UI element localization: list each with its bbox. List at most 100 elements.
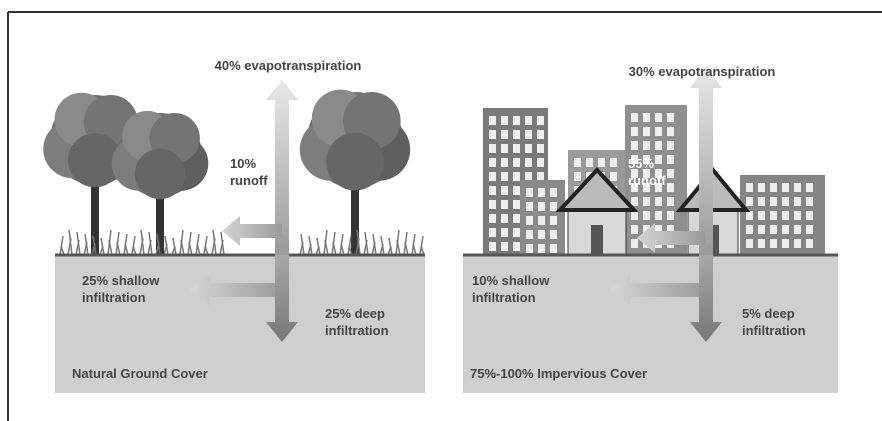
window xyxy=(667,183,674,192)
window xyxy=(501,116,508,125)
window xyxy=(746,225,753,234)
window xyxy=(489,186,496,195)
window xyxy=(537,130,544,139)
window xyxy=(631,141,638,150)
window xyxy=(489,144,496,153)
caption: Natural Ground Cover xyxy=(72,366,208,381)
window xyxy=(526,202,533,211)
window xyxy=(782,239,789,248)
window xyxy=(513,186,520,195)
label-line: runoff xyxy=(230,173,268,188)
window xyxy=(794,225,801,234)
window xyxy=(667,141,674,150)
window xyxy=(550,244,557,253)
window xyxy=(643,197,650,206)
window xyxy=(631,225,638,234)
label-line: 25% deep xyxy=(325,306,385,321)
window xyxy=(538,216,545,225)
window xyxy=(501,158,508,167)
window xyxy=(525,130,532,139)
window xyxy=(758,211,765,220)
runoff-label: 10% runoff xyxy=(230,156,268,188)
window xyxy=(770,197,777,206)
door xyxy=(591,225,603,255)
window xyxy=(537,116,544,125)
window xyxy=(770,183,777,192)
window xyxy=(538,230,545,239)
window xyxy=(610,158,617,167)
window xyxy=(538,188,545,197)
window xyxy=(537,172,544,181)
window xyxy=(806,211,813,220)
window xyxy=(525,144,532,153)
window xyxy=(598,158,605,167)
window xyxy=(631,239,638,248)
window xyxy=(513,242,520,251)
window xyxy=(806,183,813,192)
window xyxy=(770,239,777,248)
window xyxy=(501,228,508,237)
window xyxy=(513,200,520,209)
window xyxy=(525,172,532,181)
window xyxy=(526,244,533,253)
window xyxy=(550,216,557,225)
label-line: runoff xyxy=(628,173,666,188)
window xyxy=(537,158,544,167)
window xyxy=(574,172,581,181)
window xyxy=(489,172,496,181)
window xyxy=(655,113,662,122)
evapotranspiration-label: 30% evapotranspiration xyxy=(629,64,776,79)
window xyxy=(758,183,765,192)
window xyxy=(631,127,638,136)
label-line: 25% shallow xyxy=(82,273,160,288)
window xyxy=(550,202,557,211)
window xyxy=(746,197,753,206)
window xyxy=(501,242,508,251)
window xyxy=(643,141,650,150)
window xyxy=(746,239,753,248)
window xyxy=(525,158,532,167)
window xyxy=(643,211,650,220)
label-line: 55% xyxy=(628,156,654,171)
window xyxy=(513,214,520,223)
window xyxy=(513,228,520,237)
window xyxy=(550,230,557,239)
window xyxy=(746,211,753,220)
window xyxy=(806,197,813,206)
window xyxy=(655,211,662,220)
window xyxy=(489,116,496,125)
window xyxy=(758,239,765,248)
window xyxy=(537,144,544,153)
window xyxy=(794,183,801,192)
window xyxy=(501,186,508,195)
window xyxy=(513,116,520,125)
label-line: infiltration xyxy=(325,323,389,338)
window xyxy=(501,130,508,139)
window xyxy=(746,183,753,192)
window xyxy=(631,197,638,206)
label-line: 5% deep xyxy=(742,306,795,321)
label-line: 10% xyxy=(230,156,256,171)
window xyxy=(501,144,508,153)
window xyxy=(538,244,545,253)
window xyxy=(610,172,617,181)
window xyxy=(806,225,813,234)
tree-crown xyxy=(135,149,185,199)
label-line: infiltration xyxy=(82,290,146,305)
window xyxy=(489,214,496,223)
window xyxy=(655,155,662,164)
window xyxy=(489,242,496,251)
window xyxy=(513,130,520,139)
window xyxy=(501,214,508,223)
window xyxy=(794,211,801,220)
window xyxy=(643,127,650,136)
window xyxy=(655,197,662,206)
window xyxy=(526,188,533,197)
window xyxy=(586,158,593,167)
window xyxy=(526,216,533,225)
window xyxy=(550,188,557,197)
window xyxy=(513,172,520,181)
window xyxy=(631,211,638,220)
window xyxy=(538,202,545,211)
window xyxy=(513,158,520,167)
